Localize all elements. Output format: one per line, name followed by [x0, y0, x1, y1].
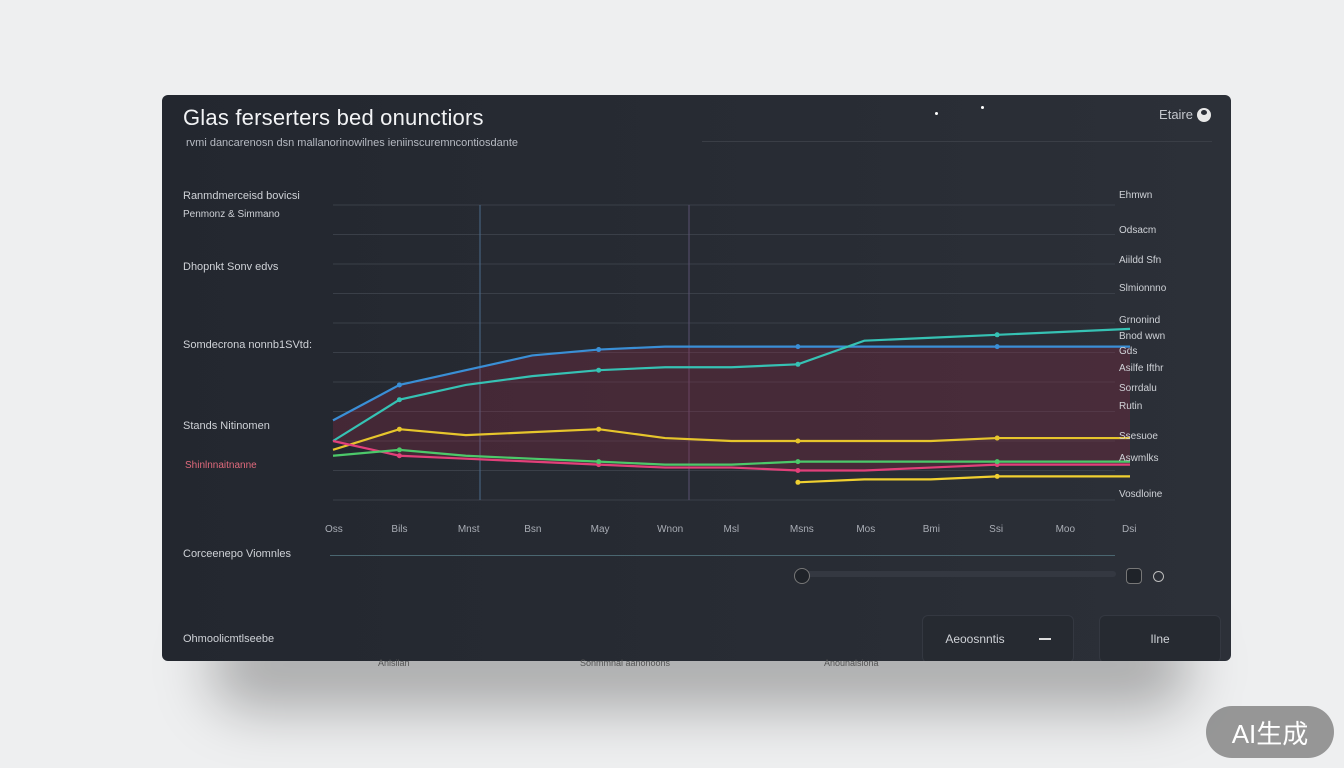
primary-button-label: Ilne [1150, 632, 1170, 646]
x-tick-label: Dsi [1122, 524, 1137, 535]
legend-item[interactable]: Vosdloine [1119, 489, 1163, 500]
legend-item[interactable]: Ssesuoe [1119, 431, 1158, 442]
data-point [596, 347, 602, 353]
x-tick-label: Msl [723, 524, 740, 535]
legend-item[interactable]: Odsacm [1119, 225, 1157, 236]
data-point [994, 344, 1000, 350]
data-point [795, 479, 801, 485]
x-tick-label: Moo [1055, 524, 1076, 535]
range-track[interactable] [330, 555, 1115, 556]
minus-icon [1038, 638, 1051, 640]
data-point [795, 468, 801, 473]
primary-button[interactable]: Ilne [1099, 615, 1221, 661]
x-tick-label: Bsn [524, 524, 542, 535]
x-tick-label: Ssi [989, 524, 1004, 535]
avatar-icon [1197, 107, 1211, 122]
data-point [795, 344, 801, 350]
footer-link[interactable]: Anounalsiona [824, 658, 879, 668]
legend-item[interactable]: Ehmwn [1119, 190, 1153, 201]
legend-item[interactable]: Aiildd Sfn [1119, 255, 1162, 266]
data-point [396, 453, 402, 459]
page-subtitle: rvmi dancarenosn dsn mallanorinowilnes i… [186, 137, 519, 149]
data-point [795, 459, 801, 465]
secondary-button[interactable]: Aeoosnntis [922, 615, 1074, 661]
range-label: Corceenepo Viomnles [183, 548, 292, 560]
data-point [795, 438, 801, 444]
legend-item[interactable]: Aswmlks [1119, 453, 1159, 464]
legend-item[interactable]: Bnod wwn [1119, 331, 1166, 342]
data-point [596, 367, 602, 373]
x-tick-label: Msns [789, 524, 814, 535]
x-tick-label: Mos [856, 524, 876, 535]
secondary-button-label: Aeoosnntis [945, 632, 1005, 646]
data-point [596, 459, 602, 465]
line-chart [332, 204, 1131, 501]
range-scrollbar[interactable] [794, 571, 1116, 577]
data-point [795, 361, 801, 367]
legend-item[interactable]: Asilfe Ifthr [1119, 363, 1164, 374]
left-label: Shinlnnaitnanne [185, 460, 257, 471]
area-band [333, 346, 1130, 471]
x-tick-label: Bils [391, 524, 408, 535]
info-icon[interactable] [1153, 571, 1164, 582]
data-point [994, 332, 1000, 338]
x-tick-label: Oss [325, 524, 343, 535]
left-label: Penmonz & Simmano [183, 209, 280, 220]
data-point [396, 426, 402, 432]
data-point [396, 447, 402, 453]
page-title: Glas ferserters bed onunctiors [183, 105, 484, 130]
x-tick-label: Wnon [657, 524, 684, 535]
range-handle-right[interactable] [1126, 568, 1142, 584]
data-point [396, 397, 402, 403]
header-divider [702, 141, 1212, 142]
legend-item[interactable]: Slmionnno [1119, 283, 1167, 294]
dashboard-card: Glas ferserters bed onunctiors rvmi danc… [162, 95, 1231, 661]
legend-item[interactable]: Grnonind [1119, 315, 1161, 326]
account-menu[interactable]: Etaire [1159, 107, 1211, 122]
x-tick-label: May [590, 524, 610, 535]
left-label: Ranmdmerceisd bovicsi [183, 190, 300, 202]
account-label: Etaire [1159, 107, 1193, 122]
decor-dot [935, 112, 938, 115]
data-point [994, 459, 1000, 465]
footer-link[interactable]: Anlsilan [378, 658, 410, 668]
decor-dot [981, 106, 984, 109]
legend-item[interactable]: Sorrdalu [1119, 383, 1157, 394]
data-point [396, 382, 402, 388]
range-handle-left[interactable] [794, 568, 810, 584]
legend-item[interactable]: Rutin [1119, 401, 1143, 412]
data-point [994, 435, 1000, 441]
left-label: Somdecrona nonnb1SVtd: [183, 339, 313, 351]
data-point [994, 473, 1000, 479]
footer-label: Ohmoolicmtlseebe [183, 633, 275, 645]
left-label: Stands Nitinomen [183, 420, 270, 432]
series-line [797, 475, 1130, 484]
ai-generated-badge: AI生成 [1206, 706, 1334, 758]
x-tick-label: Mnst [457, 524, 480, 535]
footer-link[interactable]: Sonmmnal aanonoons [580, 658, 671, 668]
data-point [596, 426, 602, 432]
left-label: Dhopnkt Sonv edvs [183, 261, 279, 273]
legend-item[interactable]: Gds [1119, 346, 1138, 357]
x-tick-label: Bmi [922, 524, 940, 535]
